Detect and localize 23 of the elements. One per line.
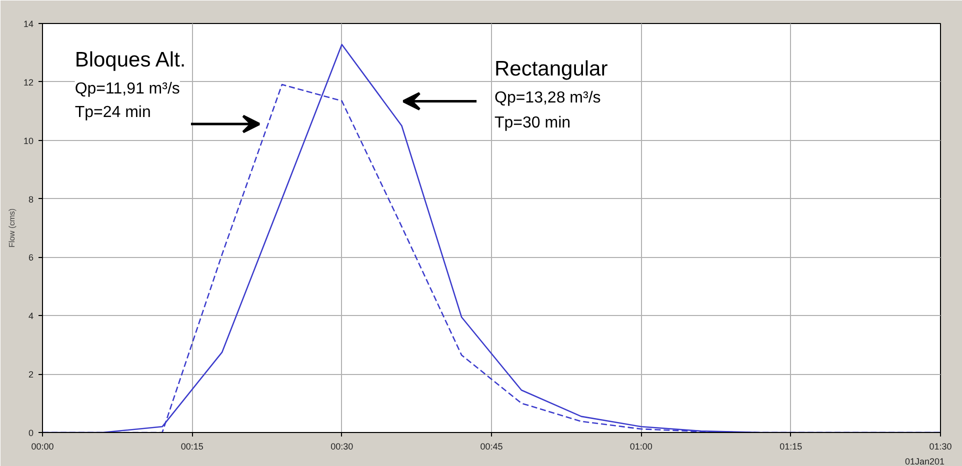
x-tick-label: 01:00 bbox=[630, 442, 652, 452]
annotation: Qp=11,91 m³/s bbox=[74, 80, 180, 98]
y-tick-label: 2 bbox=[28, 370, 34, 380]
annotation: Tp=30 min bbox=[494, 114, 571, 132]
annotation: Bloques Alt. bbox=[74, 48, 186, 72]
x-tick-label: 00:00 bbox=[31, 442, 54, 452]
y-tick-label: 4 bbox=[28, 311, 34, 322]
x-tick-label: 00:15 bbox=[180, 442, 204, 452]
y-tick-label: 10 bbox=[23, 136, 34, 146]
annotation: Tp=24 min bbox=[74, 104, 151, 122]
y-tick-label: 0 bbox=[28, 428, 34, 438]
text: 01Jan201 bbox=[904, 456, 945, 466]
y-axis-title: Flow (cms) bbox=[7, 208, 16, 248]
y-tick-label: 8 bbox=[28, 194, 34, 204]
y-tick-label: 14 bbox=[23, 19, 34, 29]
annotation: Rectangular bbox=[494, 57, 608, 80]
x-tick-label: 00:30 bbox=[330, 442, 354, 452]
annotation: Qp=13,28 m³/s bbox=[494, 89, 601, 106]
x-tick-label: 00:45 bbox=[480, 442, 503, 452]
y-tick-label: 12 bbox=[23, 77, 34, 88]
x-tick-label: 01:15 bbox=[780, 442, 802, 452]
y-tick-label: 6 bbox=[28, 252, 34, 263]
x-tick-label: 01:30 bbox=[929, 442, 952, 452]
